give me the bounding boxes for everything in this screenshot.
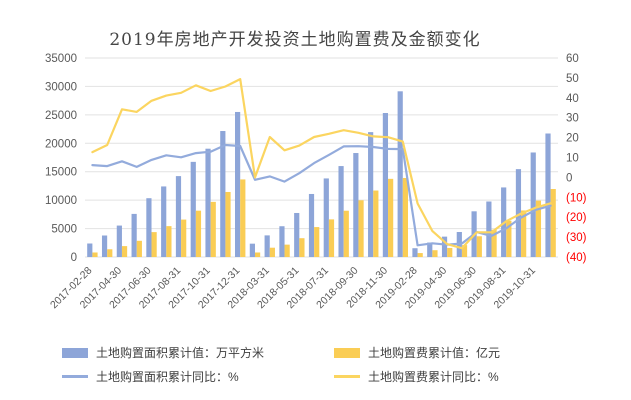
fee-bar bbox=[121, 246, 128, 257]
area-line-swatch-icon bbox=[62, 375, 88, 378]
fee-bar bbox=[269, 247, 275, 257]
area-bar bbox=[382, 113, 389, 257]
y-axis-label-right: 10 bbox=[566, 153, 579, 165]
area-bar bbox=[412, 248, 418, 257]
y-axis-label-right: 20 bbox=[566, 133, 579, 145]
fee-bar bbox=[373, 190, 379, 257]
area-bar bbox=[338, 166, 344, 257]
area-bar bbox=[161, 186, 167, 257]
area-bar bbox=[353, 153, 359, 257]
area-bar bbox=[486, 201, 492, 257]
legend-item-fee-line: 土地购置费累计同比：% bbox=[334, 368, 582, 385]
legend-label: 土地购置费累计同比：% bbox=[368, 370, 499, 384]
area-bar bbox=[235, 111, 241, 257]
area-bar bbox=[427, 242, 433, 257]
fee-bar bbox=[461, 245, 468, 257]
area-bar bbox=[308, 193, 315, 257]
chart-title: 2019年房地产开发投资土地购置费及金额变化 bbox=[109, 30, 481, 50]
area-bar bbox=[190, 161, 196, 257]
fee-bar bbox=[417, 253, 423, 257]
area-bar bbox=[249, 243, 255, 257]
area-bar bbox=[175, 176, 182, 257]
fee-bar bbox=[388, 178, 394, 257]
area-bar bbox=[131, 213, 137, 257]
y-axis-label-right: (10) bbox=[566, 192, 587, 204]
fee-bar bbox=[432, 250, 438, 257]
y-axis-label-right: 40 bbox=[566, 93, 579, 105]
fee-bar bbox=[506, 220, 512, 257]
fee-bar bbox=[181, 219, 187, 257]
fee-bar bbox=[166, 226, 172, 257]
area-bar bbox=[515, 169, 522, 257]
y-axis-label-left: 30000 bbox=[45, 81, 77, 93]
fee-bar bbox=[521, 210, 527, 257]
fee-bar bbox=[225, 191, 231, 257]
area-bar bbox=[146, 198, 152, 257]
fee-bar bbox=[92, 252, 98, 257]
y-axis-label-right: (40) bbox=[566, 252, 587, 264]
legend-label: 土地购置面积累计值：万平方米 bbox=[96, 346, 265, 360]
y-axis-label-right: 0 bbox=[566, 172, 572, 184]
area-bar bbox=[220, 131, 226, 257]
legend: 土地购置面积累计值：万平方米 土地购置费累计值：亿元 土地购置面积累计同比：% … bbox=[62, 344, 582, 385]
fee-bar bbox=[402, 177, 408, 257]
fee-bar bbox=[284, 244, 290, 257]
area-bar bbox=[116, 225, 122, 257]
legend-item-area-bar: 土地购置面积累计值：万平方米 bbox=[62, 344, 334, 361]
area-bar bbox=[530, 152, 536, 257]
area-bar bbox=[441, 236, 448, 257]
fee-bar bbox=[254, 252, 261, 257]
fee-bar bbox=[343, 210, 349, 257]
fee-bar bbox=[447, 247, 453, 257]
legend-label: 土地购置面积累计同比：% bbox=[96, 370, 239, 384]
area-bar bbox=[294, 212, 300, 257]
fee-bar bbox=[151, 232, 157, 257]
area-bar-swatch-icon bbox=[62, 347, 88, 358]
fee-bar-swatch-icon bbox=[334, 347, 360, 358]
area-bar bbox=[101, 235, 108, 257]
fee-bar bbox=[535, 200, 542, 257]
fee-bar bbox=[136, 240, 142, 257]
y-axis-label-right: 30 bbox=[566, 113, 579, 125]
area-bar bbox=[323, 178, 329, 257]
fee-bar bbox=[476, 236, 482, 257]
fee-yoy-line bbox=[91, 77, 552, 250]
fee-bar bbox=[210, 201, 216, 257]
fee-bar bbox=[550, 188, 556, 257]
area-bar bbox=[87, 243, 93, 257]
y-axis-label-left: 15000 bbox=[45, 167, 77, 179]
legend-label: 土地购置费累计值：亿元 bbox=[368, 346, 501, 360]
fee-bar bbox=[314, 227, 320, 257]
y-axis-label-right: (30) bbox=[566, 232, 587, 244]
y-axis-label-left: 35000 bbox=[45, 53, 77, 65]
area-bar bbox=[264, 235, 270, 257]
y-axis-label-right: 60 bbox=[566, 53, 579, 65]
area-bar bbox=[205, 148, 211, 257]
y-axis-label-left: 5000 bbox=[51, 224, 77, 236]
fee-bar bbox=[358, 200, 364, 257]
legend-item-fee-bar: 土地购置费累计值：亿元 bbox=[334, 344, 582, 361]
area-bar bbox=[545, 133, 551, 257]
fee-bar bbox=[328, 219, 335, 257]
y-axis-label-left: 20000 bbox=[45, 138, 77, 150]
area-bar bbox=[368, 132, 374, 257]
y-axis-label-left: 0 bbox=[71, 252, 77, 264]
y-axis-label-right: (20) bbox=[566, 212, 587, 224]
area-bar bbox=[279, 226, 285, 257]
area-bar bbox=[397, 91, 403, 257]
legend-item-area-line: 土地购置面积累计同比：% bbox=[62, 368, 334, 385]
fee-line-swatch-icon bbox=[334, 375, 360, 378]
fee-bar bbox=[107, 249, 113, 257]
fee-bar bbox=[240, 179, 246, 257]
fee-bar bbox=[299, 238, 305, 257]
y-axis-label-right: 50 bbox=[566, 73, 579, 85]
y-axis-label-left: 10000 bbox=[45, 195, 77, 207]
fee-bar bbox=[491, 229, 497, 257]
fee-bar bbox=[195, 210, 202, 257]
y-axis-label-left: 25000 bbox=[45, 110, 77, 122]
